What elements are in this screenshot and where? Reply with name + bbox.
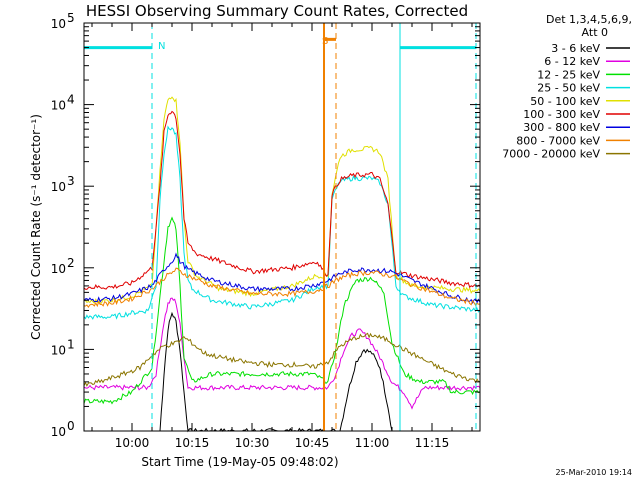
plot-frame (83, 22, 481, 432)
y-tick-label-4: 10 (51, 99, 66, 113)
x-tick-label-1: 10:15 (175, 436, 210, 450)
series-line-6 (83, 252, 481, 304)
legend-item-label-4: 50 - 100 keV (530, 95, 600, 108)
series-line-2 (83, 216, 481, 405)
series-line-4 (83, 96, 481, 305)
y-tick-exponent-0: 0 (67, 419, 75, 433)
legend-item-label-2: 12 - 25 keV (537, 68, 600, 81)
series-line-7 (83, 267, 481, 308)
y-axis-label: Corrected Count Rate (s⁻¹ detector⁻¹) (29, 114, 43, 340)
series-line-3 (83, 125, 481, 320)
x-tick-label-2: 10:30 (235, 436, 270, 450)
series-line-0 (159, 311, 393, 433)
y-tick-label-1: 10 (51, 343, 66, 357)
y-tick-label-3: 10 (51, 180, 66, 194)
legend-item-label-8: 7000 - 20000 keV (502, 148, 600, 161)
x-tick-label-5: 11:15 (415, 436, 450, 450)
series-line-8 (83, 332, 481, 387)
y-tick-label-0: 10 (51, 425, 66, 439)
y-tick-label-2: 10 (51, 262, 66, 276)
y-tick-label-5: 10 (51, 17, 66, 31)
series-layer (83, 96, 481, 433)
legend-item-label-3: 25 - 50 keV (537, 82, 600, 95)
x-axis-label: Start Time (19-May-05 09:48:02) (141, 455, 338, 469)
legend-item-label-1: 6 - 12 keV (544, 55, 600, 68)
legend-item-label-0: 3 - 6 keV (551, 42, 600, 55)
legend-header-line-2: Att 0 (582, 26, 608, 39)
y-tick-exponent-1: 1 (67, 337, 75, 351)
y-tick-exponent-3: 3 (67, 174, 75, 188)
x-tick-label-4: 11:00 (355, 436, 390, 450)
legend-item-label-7: 800 - 7000 keV (516, 134, 600, 147)
chart-title: HESSI Observing Summary Count Rates, Cor… (86, 2, 468, 20)
legend-item-label-6: 300 - 800 keV (523, 121, 600, 134)
legend-header-line-1: Det 1,3,4,5,6,9, (546, 13, 632, 26)
series-line-1 (83, 297, 481, 410)
marker-N-label: N (158, 41, 165, 52)
legend-item-label-5: 100 - 300 keV (523, 108, 600, 121)
timestamp-stamp: 25-Mar-2010 19:14 (556, 468, 633, 477)
marker-S-label: S (322, 36, 328, 47)
x-tick-label-3: 10:45 (295, 436, 330, 450)
y-tick-exponent-5: 5 (67, 11, 75, 25)
y-tick-exponent-2: 2 (67, 256, 75, 270)
x-tick-label-0: 10:00 (115, 436, 150, 450)
y-tick-exponent-4: 4 (67, 93, 75, 107)
series-line-5 (83, 110, 481, 290)
